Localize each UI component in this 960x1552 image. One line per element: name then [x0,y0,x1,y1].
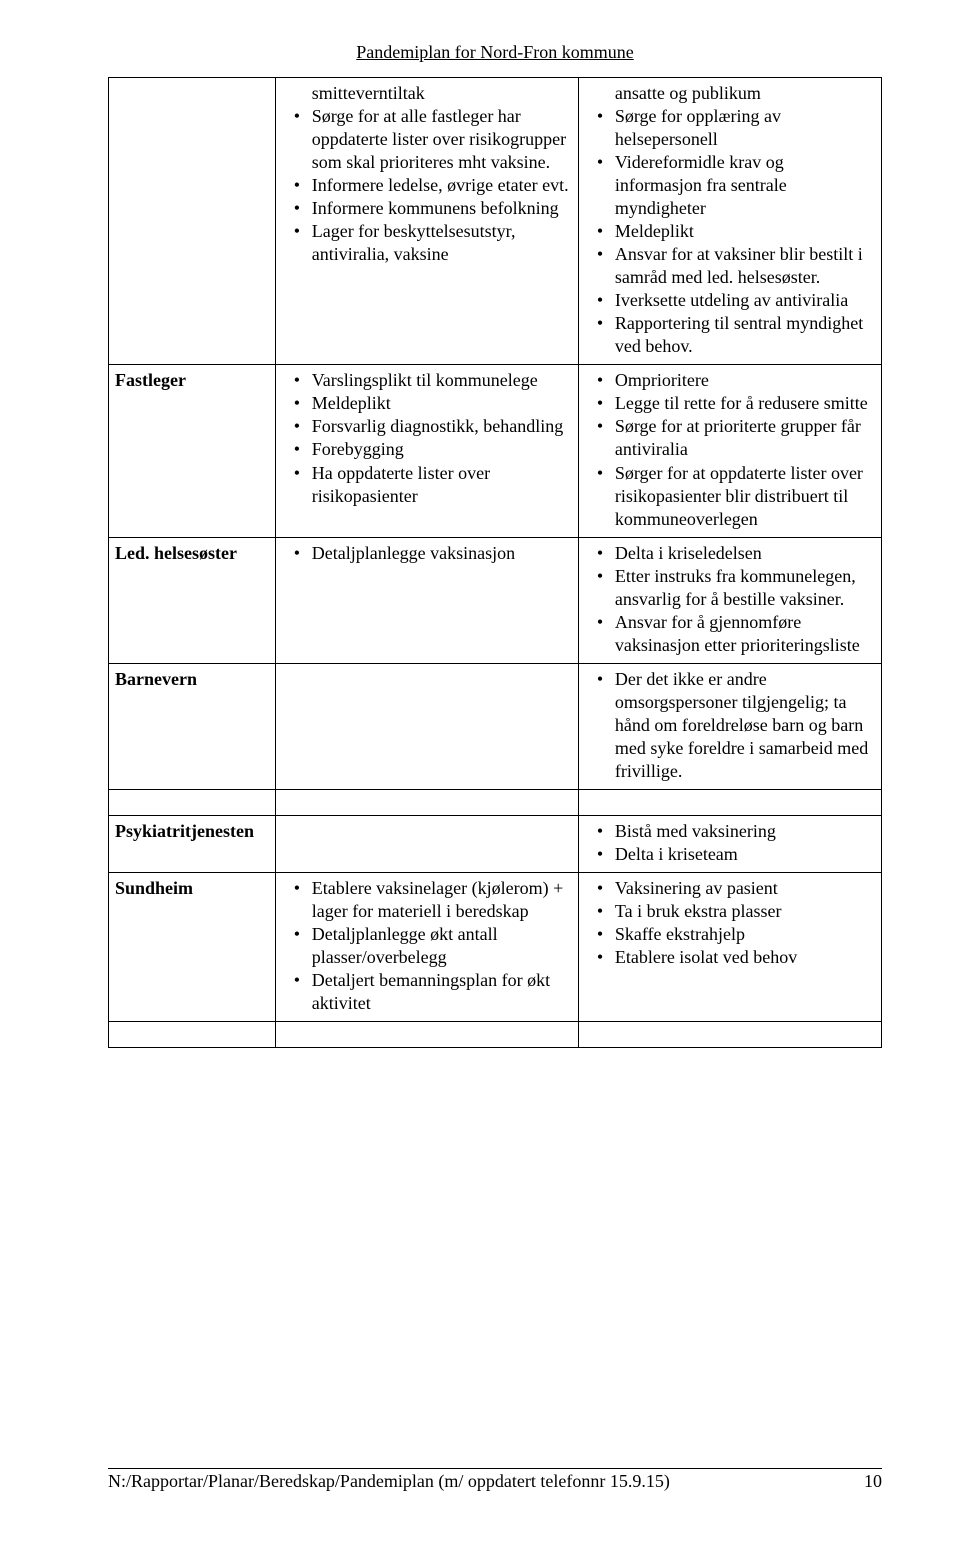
list-item: Meldeplikt [585,220,875,243]
list-item: Sørge for at alle fastleger har oppdater… [282,105,572,174]
bullet-list: Varslingsplikt til kommunelegeMeldeplikt… [282,369,572,507]
row-label: Led. helsesøster [115,543,237,563]
list-item: Bistå med vaksinering [585,820,875,843]
list-item: Varslingsplikt til kommunelege [282,369,572,392]
row-col3-cell: Delta i kriseledelsenEtter instruks fra … [578,537,881,663]
list-item: Lager for beskyttelsesutstyr, antivirali… [282,220,572,266]
row-col2-cell: Etablere vaksinelager (kjølerom) + lager… [275,872,578,1021]
row-col2-cell [275,663,578,789]
list-item: Meldeplikt [282,392,572,415]
table-bottom-gap-row [109,1022,882,1048]
list-item: Omprioritere [585,369,875,392]
table-row: Sundheim Etablere vaksinelager (kjølerom)… [109,872,882,1021]
list-item: Sørger for at oppdaterte lister over ris… [585,462,875,531]
table-row: Fastleger Varslingsplikt til kommunelegeM… [109,365,882,537]
row-col2-cell: Detaljplanlegge vaksinasjon [275,537,578,663]
list-item: Informere ledelse, øvrige etater evt. [282,174,572,197]
row-col2-cell: Varslingsplikt til kommunelegeMeldeplikt… [275,365,578,537]
list-item: Ansvar for at vaksiner blir bestilt i sa… [585,243,875,289]
list-item: Ansvar for å gjennomføre vaksinasjon ett… [585,611,875,657]
page-header-title: Pandemiplan for Nord-Fron kommune [108,42,882,63]
gap-cell [275,1022,578,1048]
list-item: Sørge for opplæring av helsepersonell [585,105,875,151]
list-item: Etablere vaksinelager (kjølerom) + lager… [282,877,572,923]
list-item: Skaffe ekstrahjelp [585,923,875,946]
row-col3-cell: Der det ikke er andre omsorgspersoner ti… [578,663,881,789]
bullet-list: Detaljplanlegge vaksinasjon [282,542,572,565]
row-col2-cell: smitteverntiltakSørge for at alle fastle… [275,78,578,365]
gap-cell [578,789,881,815]
row-col3-cell: OmprioritereLegge til rette for å reduse… [578,365,881,537]
row-label: Sundheim [115,878,193,898]
list-item: Etter instruks fra kommunelegen, ansvarl… [585,565,875,611]
bullet-list: smitteverntiltakSørge for at alle fastle… [282,82,572,266]
gap-cell [578,1022,881,1048]
list-item: Delta i kriseledelsen [585,542,875,565]
row-label: Psykiatritjenesten [115,821,254,841]
table-row: Barnevern Der det ikke er andre omsorgspe… [109,663,882,789]
row-col2-cell [275,815,578,872]
list-item: Ta i bruk ekstra plasser [585,900,875,923]
list-item: Der det ikke er andre omsorgspersoner ti… [585,668,875,783]
list-item-continuation: ansatte og publikum [585,82,875,105]
list-item: Rapportering til sentral myndighet ved b… [585,312,875,358]
row-col3-cell: Bistå med vaksineringDelta i kriseteam [578,815,881,872]
row-label-cell: Led. helsesøster [109,537,276,663]
row-col3-cell: ansatte og publikumSørge for opplæring a… [578,78,881,365]
bullet-list: OmprioritereLegge til rette for å reduse… [585,369,875,530]
table-row: smitteverntiltakSørge for at alle fastle… [109,78,882,365]
bullet-list: ansatte og publikumSørge for opplæring a… [585,82,875,358]
row-label-cell: Barnevern [109,663,276,789]
list-item: Iverksette utdeling av antiviralia [585,289,875,312]
bullet-list: Der det ikke er andre omsorgspersoner ti… [585,668,875,783]
bullet-list: Delta i kriseledelsenEtter instruks fra … [585,542,875,657]
list-item: Delta i kriseteam [585,843,875,866]
gap-cell [109,1022,276,1048]
page-footer: N:/Rapportar/Planar/Beredskap/Pandemipla… [108,1468,882,1492]
row-label: Barnevern [115,669,197,689]
row-label-cell: Sundheim [109,872,276,1021]
row-label-cell: Psykiatritjenesten [109,815,276,872]
bullet-list: Bistå med vaksineringDelta i kriseteam [585,820,875,866]
table-row: Psykiatritjenesten Bistå med vaksineringD… [109,815,882,872]
gap-cell [275,789,578,815]
row-label: Fastleger [115,370,186,390]
list-item: Etablere isolat ved behov [585,946,875,969]
row-col3-cell: Vaksinering av pasientTa i bruk ekstra p… [578,872,881,1021]
row-label-cell: Fastleger [109,365,276,537]
list-item: Ha oppdaterte lister over risikopasiente… [282,462,572,508]
list-item: Videreformidle krav og informasjon fra s… [585,151,875,220]
table-gap-row [109,789,882,815]
list-item: Detaljplanlegge økt antall plasser/overb… [282,923,572,969]
list-item: Informere kommunens befolkning [282,197,572,220]
pandemic-plan-table: smitteverntiltakSørge for at alle fastle… [108,77,882,1048]
list-item: Detaljert bemanningsplan for økt aktivit… [282,969,572,1015]
list-item: Sørge for at prioriterte grupper får ant… [585,415,875,461]
footer-path: N:/Rapportar/Planar/Beredskap/Pandemipla… [108,1471,670,1492]
row-label-cell [109,78,276,365]
gap-cell [109,789,276,815]
list-item: Forsvarlig diagnostikk, behandling [282,415,572,438]
list-item-continuation: smitteverntiltak [282,82,572,105]
list-item: Vaksinering av pasient [585,877,875,900]
list-item: Detaljplanlegge vaksinasjon [282,542,572,565]
footer-divider [108,1468,882,1469]
table-row: Led. helsesøster Detaljplanlegge vaksinas… [109,537,882,663]
list-item: Forebygging [282,438,572,461]
footer-page-number: 10 [864,1471,882,1492]
bullet-list: Etablere vaksinelager (kjølerom) + lager… [282,877,572,1015]
bullet-list: Vaksinering av pasientTa i bruk ekstra p… [585,877,875,969]
list-item: Legge til rette for å redusere smitte [585,392,875,415]
